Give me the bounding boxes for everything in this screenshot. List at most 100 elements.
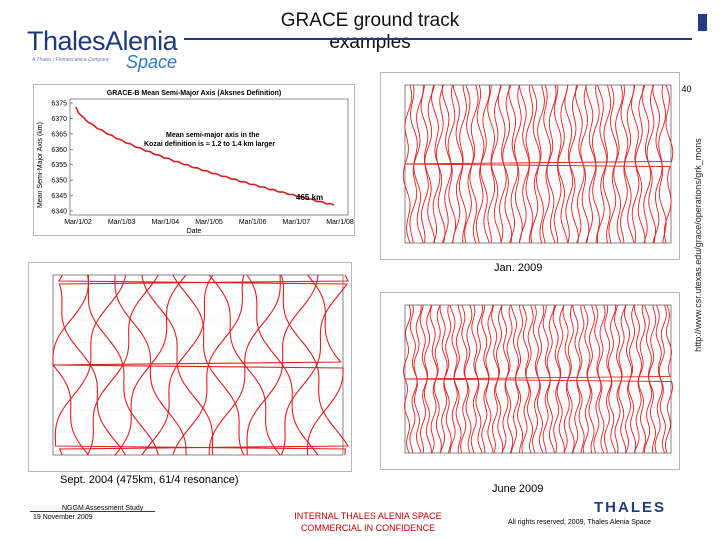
sma-chart-ylabel: Mean Semi-Major Axis (km) (37, 122, 44, 208)
ground-track-sept-track (141, 274, 214, 456)
ground-track-june-track (614, 304, 627, 454)
sma-chart-title: GRACE-B Mean Semi-Major Axis (Aksnes Def… (107, 90, 281, 97)
sma-xtick-label: Mar/1/05 (195, 219, 223, 226)
ground-track-jan-track (509, 84, 522, 244)
caption-june-2009: June 2009 (492, 483, 544, 495)
ground-track-jan-track (487, 84, 502, 244)
title-divider (184, 38, 692, 40)
caption-jan-2009: Jan. 2009 (494, 262, 543, 274)
ground-track-june-track (460, 304, 473, 454)
sma-annotation-line1: Mean semi-major axis in the (166, 132, 259, 139)
ground-track-jan-track (608, 84, 623, 244)
footer-confidentiality-line2: COMMERCIAL IN CONFIDENCE (300, 523, 436, 533)
ground-track-june-track (521, 304, 534, 454)
ground-track-sept-track (52, 274, 344, 456)
sma-ytick-label: 6350 (51, 178, 67, 185)
ground-track-jan-track (620, 84, 635, 244)
sma-ytick-label: 6355 (51, 162, 67, 169)
corner-mark (698, 14, 707, 31)
ground-track-jan-track (542, 84, 557, 244)
ground-track-june-track (403, 304, 673, 454)
ground-track-jan-track (442, 84, 456, 244)
sma-annotation-line2: Kozai definition is ≈ 1.2 to 1.4 km larg… (144, 141, 275, 148)
ground-track-jan-track (631, 84, 646, 244)
ground-track-jan-track (404, 84, 672, 244)
ground-track-june-track (510, 304, 524, 454)
ground-track-jan-track (475, 84, 491, 244)
ground-track-jan-track (530, 84, 545, 244)
ground-track-sept-track (87, 274, 159, 456)
ground-track-june-track (563, 304, 574, 454)
ground-track-june-track (654, 304, 667, 454)
ground-track-sept-track (246, 274, 319, 456)
ground-track-sept-track (172, 274, 245, 456)
sma-ytick-label: 6365 (51, 131, 67, 138)
footer-study-name: NGGM Assessment Study (62, 505, 144, 512)
ground-track-june-track (461, 304, 472, 454)
sma-xtick-label: Mar/1/06 (239, 219, 267, 226)
footer-confidentiality-line1: INTERNAL THALES ALENIA SPACE (294, 511, 442, 521)
sma-end-label: 465 km (296, 193, 323, 202)
ground-track-sept-plot (51, 274, 349, 456)
sma-plot-frame (69, 98, 349, 216)
ground-track-june-plot (403, 304, 673, 454)
ground-track-june-track (634, 304, 646, 454)
source-url: http://www.csr.utexas.edu/grace/operatio… (688, 80, 708, 420)
sma-chart: GRACE-B Mean Semi-Major Axis (Aksnes Def… (37, 90, 354, 235)
ground-track-jan-track (432, 84, 445, 244)
footer-copyright: All rights reserved, 2009, Thales Alenia… (508, 519, 652, 526)
ground-track-jan-track (576, 84, 588, 244)
sma-chart-panel: GRACE-B Mean Semi-Major Axis (Aksnes Def… (33, 84, 355, 236)
ground-track-june-track (593, 304, 606, 454)
ground-track-june-track (491, 304, 503, 454)
ground-track-jan-plot (402, 84, 674, 244)
source-url-text: http://www.csr.utexas.edu/grace/operatio… (693, 138, 703, 352)
ground-track-june-track (625, 304, 636, 454)
ground-track-june-track (553, 304, 565, 454)
ground-track-june-panel (380, 292, 680, 470)
sma-ytick-label: 6370 (51, 116, 67, 123)
sma-ytick-label: 6340 (51, 209, 67, 216)
ground-track-jan-track (421, 84, 435, 244)
ground-track-june-track (409, 304, 422, 454)
logo-brand: ThalesAlenia (27, 26, 178, 56)
ground-track-june-track (644, 304, 657, 453)
ground-track-june-track (481, 304, 494, 454)
logo-tagline: A Thales / Finmeccanica Company (32, 57, 110, 63)
ground-track-jan-track (565, 84, 579, 244)
sma-ytick-label: 6375 (51, 101, 67, 108)
sma-xtick-label: Mar/1/07 (283, 219, 311, 226)
sma-ytick-label: 6360 (51, 147, 67, 154)
thales-logo: THALES (594, 499, 666, 516)
ground-track-june-track (501, 304, 513, 454)
sma-xtick-label: Mar/1/02 (64, 219, 92, 226)
footer-date: 19 November 2009 (33, 514, 93, 521)
sma-xtick-label: Mar/1/03 (108, 219, 136, 226)
ground-track-june-track (470, 304, 483, 454)
footer-divider (30, 511, 155, 512)
logo-space: Space (126, 52, 178, 72)
ground-track-sept-track (57, 274, 349, 456)
sma-xtick-label: Mar/1/08 (326, 219, 354, 226)
ground-track-jan-track (553, 84, 569, 244)
ground-track-jan-track (652, 84, 666, 244)
ground-track-june-track (532, 304, 545, 454)
ground-track-jan-track (643, 84, 655, 244)
caption-sept-2004: Sept. 2004 (475km, 61/4 resonance) (60, 474, 239, 486)
ground-track-jan-track (585, 84, 600, 244)
ground-track-june-track (430, 304, 441, 454)
page-title: GRACE ground track examples (280, 10, 460, 53)
ground-track-jan-track (464, 84, 479, 244)
ground-track-june-track (572, 304, 585, 454)
ground-track-june-track (439, 304, 452, 454)
ground-track-jan-track (452, 84, 467, 244)
ground-track-sept-track (208, 274, 281, 455)
ground-track-june-track (449, 304, 462, 454)
ground-track-jan-track (409, 84, 424, 244)
ground-track-sept-track (54, 274, 346, 456)
ground-track-june-track (582, 304, 595, 454)
ground-track-june-track (420, 304, 432, 454)
sma-ytick-label: 6345 (51, 193, 67, 200)
sma-xtick-label: Mar/1/04 (152, 219, 180, 226)
ground-track-june-track (542, 304, 555, 454)
